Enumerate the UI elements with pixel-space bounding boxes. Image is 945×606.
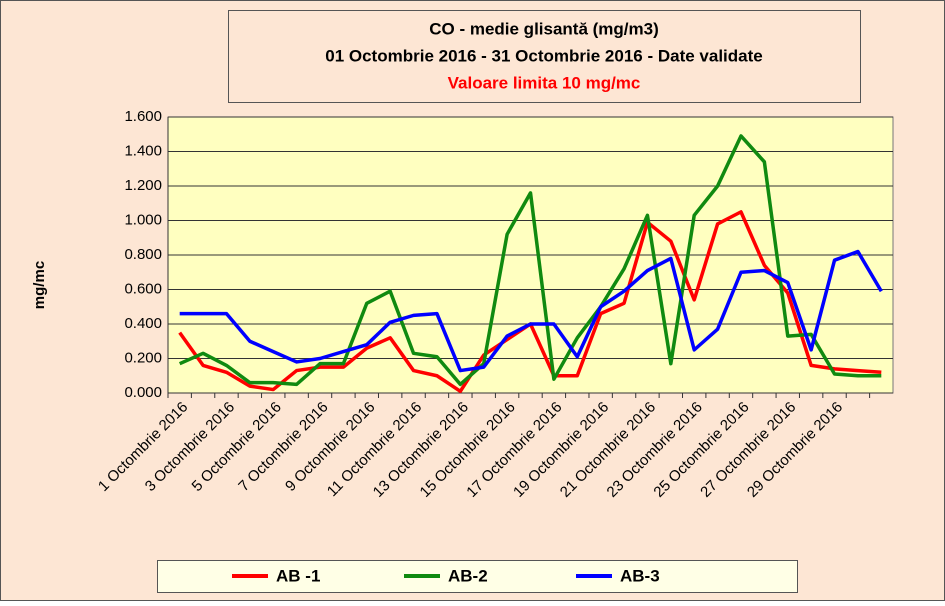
y-tick-label: 1.200 bbox=[124, 177, 162, 194]
data-line bbox=[178, 134, 882, 387]
y-tick-label: 0.000 bbox=[124, 384, 162, 401]
legend-label: AB -1 bbox=[276, 566, 320, 585]
y-tick-label: 1.400 bbox=[124, 142, 162, 159]
y-tick-label: 0.600 bbox=[124, 280, 162, 297]
title-box bbox=[228, 10, 861, 103]
chart-title: CO - medie glisantă (mg/m3) bbox=[429, 19, 659, 38]
legend-label: AB-2 bbox=[448, 566, 488, 585]
y-axis-label: mg/mc bbox=[31, 261, 48, 309]
y-tick-label: 0.400 bbox=[124, 315, 162, 332]
y-tick-label: 0.200 bbox=[124, 349, 162, 366]
data-line bbox=[179, 249, 883, 373]
y-tick-label: 1.000 bbox=[124, 211, 162, 228]
y-tick-label: 0.800 bbox=[124, 246, 162, 263]
legend-label: AB-3 bbox=[620, 566, 660, 585]
y-tick-label: 1.600 bbox=[124, 108, 162, 125]
chart-subtitle: 01 Octombrie 2016 - 31 Octombrie 2016 - … bbox=[325, 46, 762, 65]
annotation: Valoare limita 10 mg/mc bbox=[448, 73, 641, 92]
